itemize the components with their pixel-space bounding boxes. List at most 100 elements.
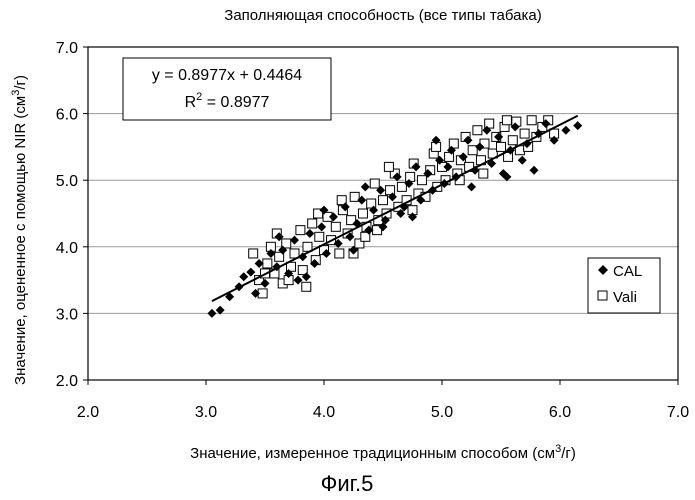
x-tick-label: 5.0 (431, 404, 453, 421)
point-vali (501, 115, 512, 126)
point-vali (349, 191, 360, 202)
x-tick-label: 2.0 (77, 404, 99, 421)
point-vali (396, 181, 407, 192)
legend-label-cal: CAL (613, 263, 642, 280)
point-cal (239, 272, 249, 282)
point-cal (317, 222, 327, 232)
point-cal (340, 202, 350, 212)
trendline (211, 114, 579, 303)
point-vali (297, 265, 308, 276)
legend-marker-cal (598, 265, 608, 275)
point-vali (503, 151, 514, 162)
point-cal (435, 155, 445, 165)
point-vali (285, 261, 296, 272)
y-tick-label: 5.0 (56, 173, 78, 190)
point-vali (405, 171, 416, 182)
y-tick-label: 4.0 (56, 240, 78, 257)
point-cal (404, 179, 414, 189)
point-vali (262, 258, 273, 269)
point-cal (467, 182, 476, 192)
point-cal (207, 308, 217, 318)
point-vali (416, 175, 427, 186)
r2-value: = 0.8977 (202, 94, 269, 111)
point-cal (517, 155, 527, 165)
point-vali (336, 195, 347, 206)
point-vali (301, 281, 312, 292)
legend-label-vali: Vali (613, 289, 637, 306)
point-vali (484, 118, 495, 129)
point-cal (387, 192, 397, 202)
point-cal (408, 212, 417, 222)
point-vali (519, 128, 530, 139)
point-cal (274, 232, 284, 242)
point-cal (251, 288, 261, 298)
y-axis-label-end: /г) (12, 75, 29, 90)
point-cal (260, 278, 270, 288)
y-tick-label: 2.0 (56, 373, 78, 390)
point-cal (396, 209, 406, 218)
r2-sup: 2 (196, 91, 202, 103)
point-cal (411, 162, 421, 172)
point-cal (458, 152, 468, 162)
figure-caption: Фиг.5 (321, 471, 374, 496)
point-cal (301, 272, 311, 282)
y-tick-label: 3.0 (56, 306, 78, 323)
legend-box (587, 257, 661, 314)
point-cal (345, 232, 355, 242)
point-cal (284, 268, 294, 278)
point-vali (472, 125, 483, 136)
point-cal (416, 195, 426, 205)
point-vali (354, 238, 365, 249)
x-axis-label-sup: 3 (555, 443, 561, 455)
x-tick-label: 4.0 (313, 404, 335, 421)
point-cal (266, 248, 276, 258)
legend-marker-vali (597, 290, 608, 301)
point-cal (423, 169, 433, 179)
point-vali (385, 185, 396, 196)
point-cal (293, 275, 303, 285)
point-cal (290, 235, 299, 245)
point-cal (494, 132, 504, 142)
point-cal (573, 121, 583, 131)
point-vali (346, 215, 357, 226)
equation-box (122, 57, 332, 121)
x-axis-label-main: Значение, измеренное традиционным способ… (190, 445, 555, 462)
x-tick-label: 7.0 (667, 404, 689, 421)
point-cal (298, 252, 308, 262)
point-cal (357, 195, 367, 205)
point-cal (446, 145, 456, 155)
y-tick-label: 6.0 (56, 107, 78, 124)
point-vali (383, 161, 394, 172)
point-vali (330, 221, 341, 232)
point-vali (248, 248, 259, 259)
point-vali (526, 115, 537, 126)
point-cal (378, 222, 388, 232)
point-vali (302, 241, 313, 252)
point-cal (369, 205, 379, 215)
point-vali (366, 198, 377, 209)
point-cal (254, 258, 264, 268)
point-cal (510, 122, 520, 132)
y-tick-label: 7.0 (56, 40, 78, 57)
point-cal (475, 142, 485, 152)
point-cal (502, 172, 512, 182)
point-vali (378, 195, 388, 206)
point-cal (364, 225, 374, 235)
point-vali (448, 138, 459, 149)
point-cal (541, 119, 551, 129)
point-cal (360, 182, 370, 192)
point-vali (274, 251, 285, 262)
plot-frame (87, 46, 679, 381)
point-vali (314, 231, 325, 242)
point-cal (333, 238, 343, 248)
point-cal (529, 165, 539, 175)
point-vali (289, 248, 300, 259)
equation-text: y = 0.8977x + 0.4464 (152, 67, 302, 84)
y-axis-label-main: Значение, оцененное с помощью NIR (см (12, 96, 29, 385)
r-squared-text: R2 = 0.8977 (185, 91, 270, 111)
point-vali (496, 141, 506, 152)
point-cal (561, 125, 571, 135)
point-cal (328, 212, 338, 222)
point-vali (281, 238, 292, 249)
